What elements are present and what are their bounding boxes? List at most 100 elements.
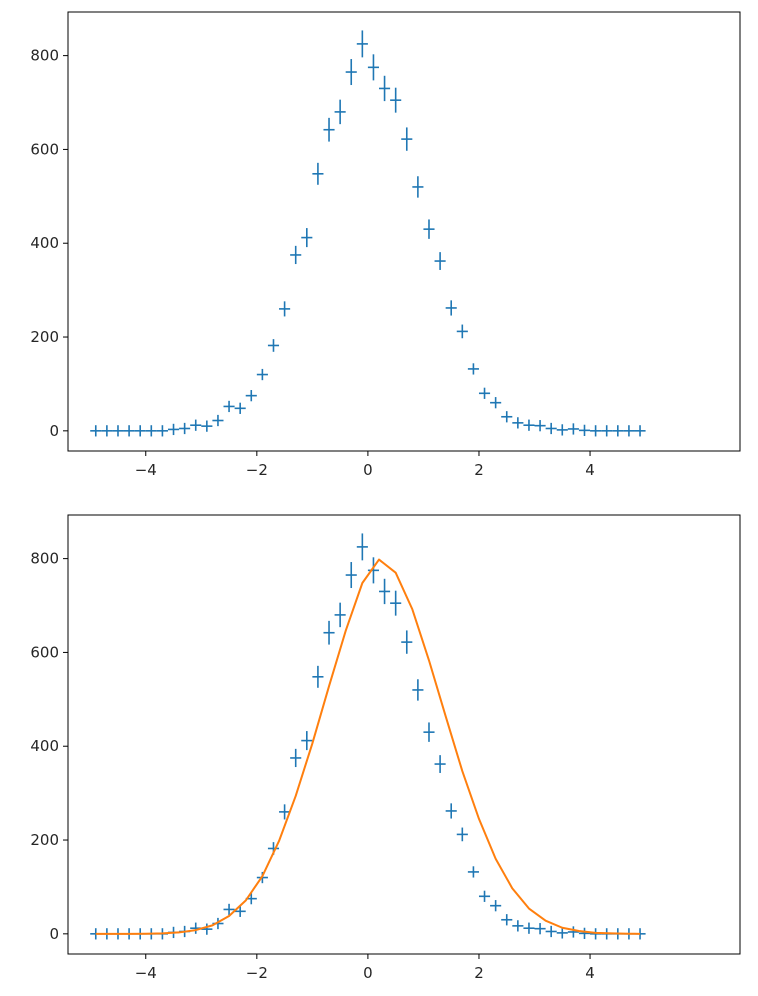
bottom-data-point (434, 755, 446, 773)
top-data-point (234, 402, 246, 414)
bottom-data-point (201, 923, 213, 935)
bottom-y-tick-label: 800 (30, 550, 59, 568)
bottom-data-point (290, 748, 302, 768)
bottom-plot-y-ticks: 0 200 400 600 800 (30, 550, 68, 943)
bottom-data-series (90, 533, 646, 940)
top-data-point (356, 30, 368, 58)
top-data-point (334, 99, 346, 125)
bottom-y-tick-label: 400 (30, 737, 59, 755)
top-data-series (90, 30, 646, 437)
bottom-data-point (501, 914, 513, 926)
top-data-point (201, 420, 213, 432)
top-data-point (412, 176, 424, 198)
bottom-data-point (367, 557, 380, 584)
top-data-point (401, 127, 413, 151)
bottom-fit-curve (95, 558, 641, 935)
bottom-data-point (379, 578, 391, 605)
bottom-x-tick-label: −2 (246, 964, 268, 982)
bottom-data-point (567, 926, 579, 938)
bottom-data-point (467, 866, 479, 878)
top-plot-y-ticks: 0 200 400 600 800 (30, 47, 68, 440)
top-data-point (467, 363, 479, 375)
bottom-data-point (423, 722, 435, 742)
top-data-point (101, 425, 113, 437)
bottom-data-point (478, 890, 491, 902)
top-data-point (578, 424, 591, 436)
bottom-data-point (556, 927, 568, 939)
top-data-point (545, 422, 557, 435)
bottom-data-point (312, 665, 324, 688)
bottom-data-point (412, 679, 424, 701)
top-data-point (590, 425, 602, 437)
bottom-y-tick-label: 200 (30, 831, 59, 849)
bottom-data-point (279, 804, 291, 820)
top-data-point (612, 425, 624, 437)
top-data-point (345, 59, 357, 86)
top-data-point (167, 423, 180, 436)
top-data-point (523, 419, 535, 431)
top-data-point (490, 397, 502, 409)
top-x-tick-label: 4 (585, 461, 595, 479)
top-data-point (601, 425, 613, 437)
top-data-point (156, 425, 168, 437)
bottom-y-tick-label: 600 (30, 643, 59, 661)
top-data-point (434, 252, 446, 270)
top-data-point (223, 400, 235, 413)
top-data-point (256, 368, 268, 381)
bottom-data-point (234, 905, 246, 917)
top-data-point (456, 324, 468, 339)
top-data-point (290, 245, 302, 265)
top-data-point (423, 219, 435, 239)
top-data-point (623, 425, 635, 437)
top-data-point (267, 339, 280, 352)
top-data-point (501, 411, 513, 423)
top-data-point (390, 87, 402, 113)
top-data-point (312, 162, 324, 185)
bottom-data-point (301, 731, 313, 751)
top-data-point (478, 387, 491, 399)
bottom-x-tick-label: 4 (585, 964, 595, 982)
top-data-point (112, 425, 124, 437)
top-x-tick-label: −4 (135, 461, 157, 479)
top-data-point (245, 390, 257, 402)
bottom-x-tick-label: −4 (135, 964, 157, 982)
bottom-data-point (223, 903, 235, 916)
bottom-data-point (334, 602, 346, 628)
top-x-tick-label: 2 (474, 461, 484, 479)
bottom-data-point (445, 803, 457, 819)
bottom-plot-panel: −4 −2 0 2 4 0 200 400 600 800 (30, 514, 741, 982)
top-data-point (567, 423, 579, 435)
top-data-point (367, 54, 380, 81)
bottom-data-point (490, 900, 502, 912)
bottom-plot-x-ticks: −4 −2 0 2 4 (135, 954, 595, 982)
bottom-data-point (523, 922, 535, 934)
bottom-data-point (390, 590, 402, 616)
top-data-point (301, 228, 313, 248)
bottom-data-point (456, 827, 468, 842)
top-data-point (179, 422, 191, 435)
top-data-point (512, 417, 524, 429)
top-y-tick-label: 600 (30, 140, 59, 158)
top-data-point (123, 425, 135, 437)
top-y-tick-label: 400 (30, 234, 59, 252)
top-data-point (134, 425, 146, 437)
bottom-data-point (356, 533, 368, 561)
top-data-point (445, 300, 457, 316)
bottom-data-point (545, 925, 557, 938)
top-data-point (212, 414, 224, 427)
bottom-data-point (578, 927, 591, 939)
top-data-point (556, 424, 568, 436)
top-y-tick-label: 0 (49, 422, 59, 440)
bottom-x-tick-label: 0 (363, 964, 373, 982)
top-data-point (279, 301, 291, 317)
top-plot-panel: −4 −2 0 2 4 0 200 400 600 800 (30, 11, 741, 479)
top-data-point (634, 425, 646, 437)
bottom-y-tick-label: 0 (49, 925, 59, 943)
top-data-point (145, 425, 157, 437)
top-y-tick-label: 800 (30, 47, 59, 65)
top-data-point (534, 420, 546, 432)
bottom-data-point (345, 562, 357, 589)
top-data-point (379, 75, 391, 102)
bottom-plot-frame (67, 514, 741, 955)
